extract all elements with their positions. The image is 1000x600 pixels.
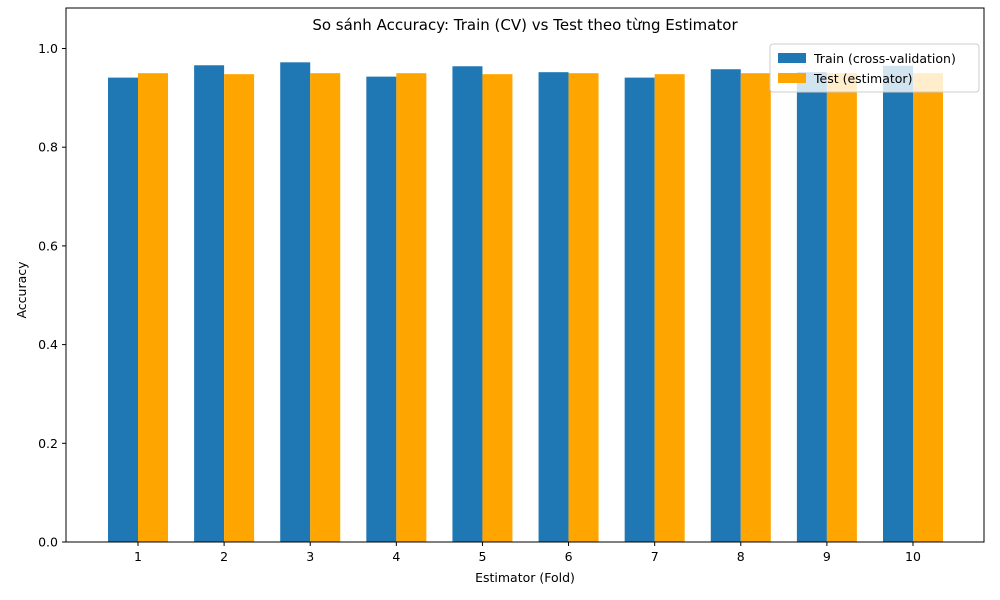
x-axis: 1 2 3 4 5 6 7 8 9 10 [134,542,921,564]
bar-test-10 [913,73,943,543]
bar-train-8 [710,69,741,543]
y-tick-label: 0.2 [38,436,58,451]
plot-frame [65,7,985,543]
bar-train-1 [108,77,138,542]
legend-swatch-test [778,73,806,83]
x-tick-label: 5 [478,549,486,564]
y-tick-label: 0.0 [38,535,58,550]
y-axis: 0.0 0.2 0.4 0.6 0.8 1.0 [38,41,66,550]
y-tick-label: 1.0 [38,41,58,56]
legend-swatch-train [778,53,806,63]
bar-train-6 [538,72,569,543]
bar-train-3 [280,62,311,543]
bar-test-6 [568,73,599,543]
x-tick-label: 1 [134,549,142,564]
y-tick-label: 0.8 [38,140,58,155]
y-axis-label: Accuracy [14,261,29,319]
bars-group [108,62,943,543]
x-axis-label: Estimator (Fold) [475,570,575,585]
x-tick-label: 10 [905,549,921,564]
bar-train-5 [452,66,483,543]
bar-train-10 [883,65,913,543]
legend-box [769,43,980,93]
x-tick-label: 6 [565,549,573,564]
bar-test-9 [826,73,857,543]
bar-test-5 [482,74,513,543]
x-tick-label: 3 [306,549,314,564]
y-tick-label: 0.4 [38,337,58,352]
bar-train-2 [194,65,225,543]
bar-train-7 [624,77,655,542]
legend-label-test: Test (estimator) [813,71,912,86]
legend: Train (cross-validation) Test (estimator) [769,43,980,93]
legend-label-train: Train (cross-validation) [813,51,956,66]
bar-train-4 [366,76,397,542]
bar-test-2 [224,74,255,543]
x-tick-label: 8 [737,549,745,564]
bar-test-4 [396,73,427,543]
y-tick-label: 0.6 [38,238,58,253]
bar-test-8 [740,73,771,543]
bar-test-1 [138,73,168,543]
x-tick-label: 9 [823,549,831,564]
chart-title: So sánh Accuracy: Train (CV) vs Test the… [312,16,738,34]
x-tick-label: 4 [392,549,400,564]
bar-train-9 [796,72,827,543]
x-tick-label: 7 [651,549,659,564]
bar-test-7 [654,74,685,543]
x-tick-label: 2 [220,549,228,564]
bar-test-3 [310,73,341,543]
